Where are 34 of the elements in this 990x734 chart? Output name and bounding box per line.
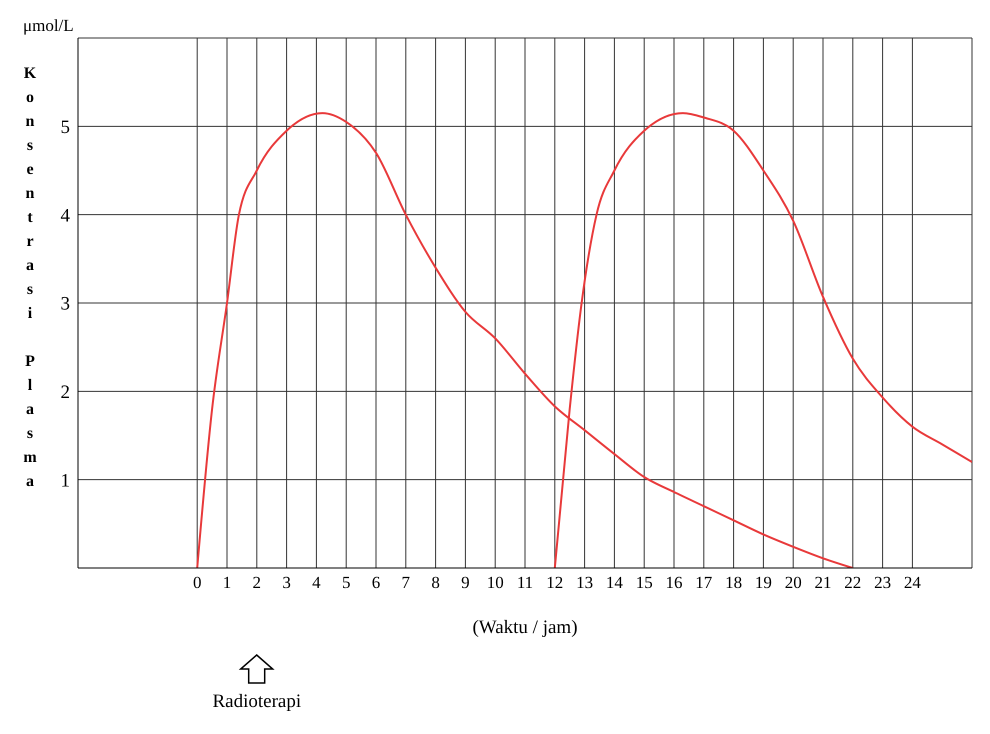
y-tick-label: 5	[60, 117, 70, 138]
x-tick-label: 19	[754, 573, 772, 592]
x-tick-label: 21	[814, 573, 832, 592]
text: μmol/L	[23, 16, 74, 36]
x-tick-label: 22	[844, 573, 862, 592]
x-tick-label: 7	[402, 573, 411, 592]
x-tick-label: 6	[372, 573, 380, 592]
y-tick-label: 1	[60, 470, 70, 492]
text: Konsentrasi Plasma	[23, 65, 37, 490]
x-tick-label: 23	[874, 573, 892, 592]
text: Radioterapi	[212, 691, 302, 713]
y-tick-label: 2	[60, 382, 70, 404]
x-tick-label: 20	[784, 573, 802, 592]
x-tick-label: 12	[546, 573, 564, 592]
x-tick-label: 4	[312, 573, 322, 592]
x-tick-label: 17	[695, 573, 713, 592]
x-tick-label: 2	[252, 573, 262, 592]
x-axis-title: (Waktu / jam)	[472, 617, 578, 638]
x-tick-label: 0	[192, 573, 202, 592]
x-tick-label: 13	[576, 573, 594, 592]
x-tick-label: 14	[606, 573, 624, 592]
x-tick-label: 5	[342, 573, 350, 592]
x-tick-label: 15	[636, 573, 653, 592]
x-tick-label: 18	[725, 573, 742, 592]
x-tick-label: 1	[222, 573, 232, 592]
x-tick-label: 24	[904, 573, 922, 592]
x-tick-label: 3	[282, 573, 291, 592]
x-tick-label: 9	[461, 573, 470, 592]
x-tick-label: 8	[431, 573, 440, 592]
x-tick-label: 16	[666, 573, 682, 592]
y-tick-label: 3	[60, 294, 70, 315]
y-tick-label: 4	[60, 205, 70, 226]
x-tick-label: 10	[486, 573, 504, 592]
x-tick-label: 11	[516, 573, 534, 592]
